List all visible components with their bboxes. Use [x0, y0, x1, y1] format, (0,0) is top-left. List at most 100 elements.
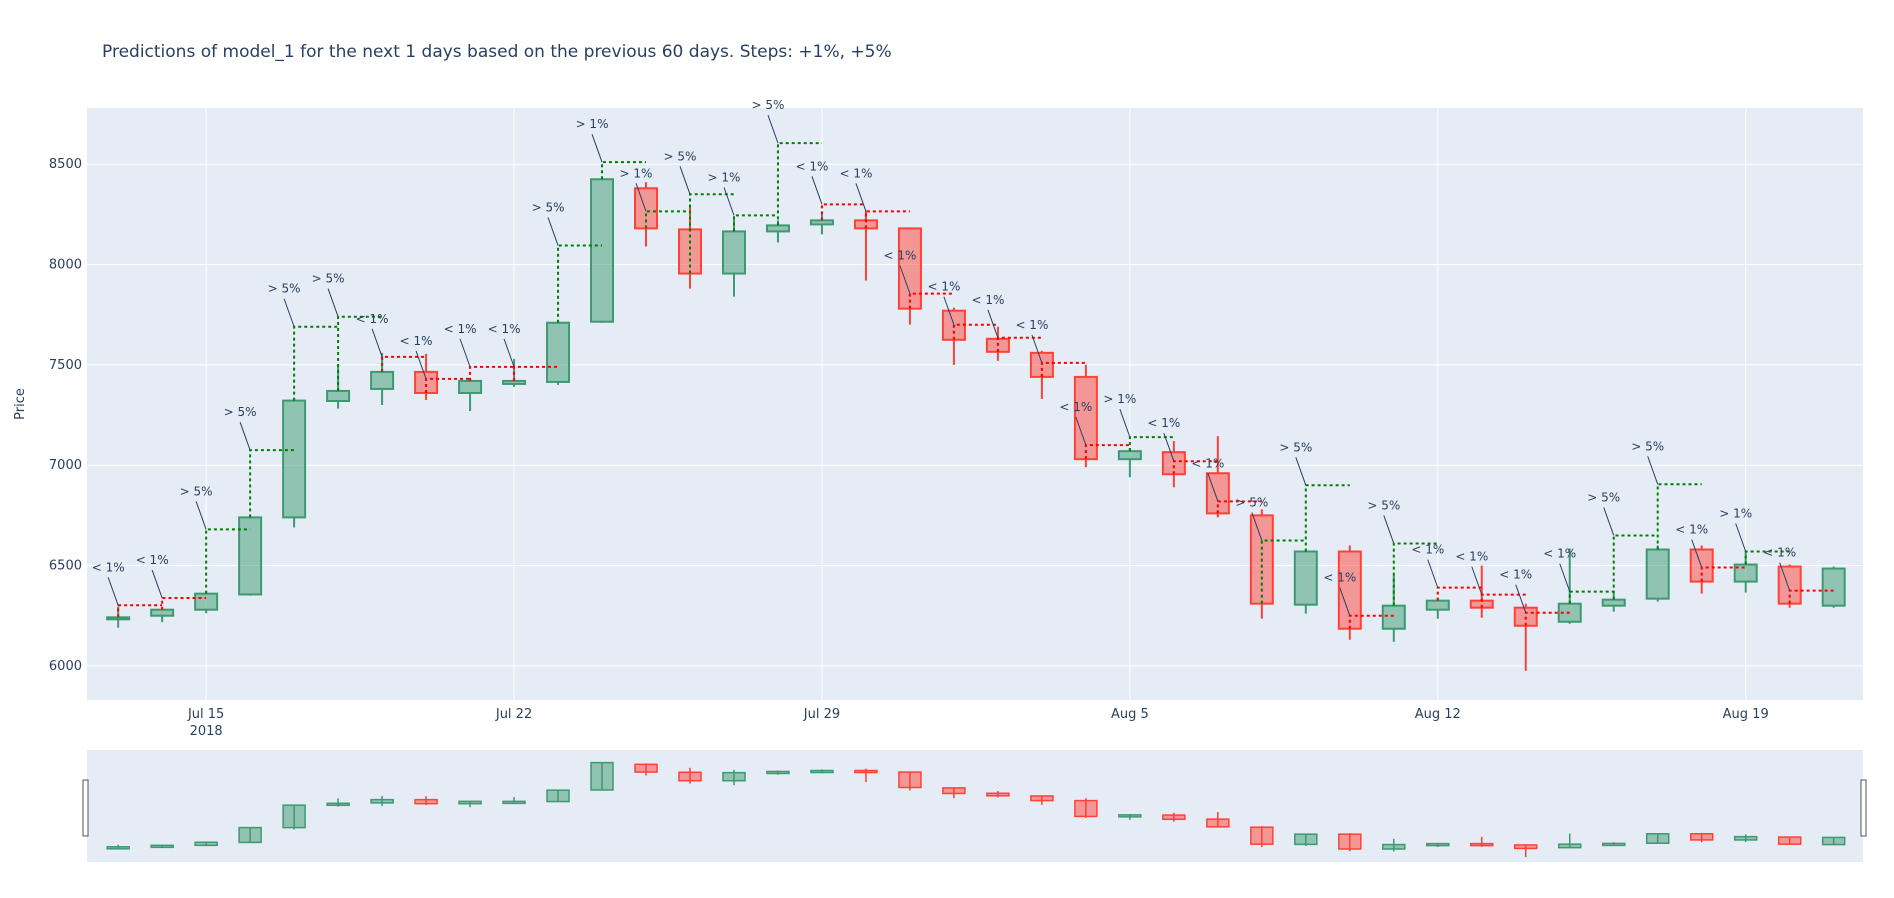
annotation-label: < 1% — [1191, 456, 1224, 470]
annotation-label: > 5% — [1587, 490, 1620, 504]
range-slider-left-handle[interactable] — [82, 779, 89, 837]
range-slider-right-handle[interactable] — [1860, 779, 1867, 837]
mini-candle — [942, 787, 966, 799]
mini-candle-body — [1821, 836, 1846, 846]
mini-candle — [106, 844, 130, 850]
mini-candle-body — [1118, 814, 1142, 818]
mini-candle-body — [1645, 833, 1670, 844]
annotation-label: > 5% — [532, 200, 565, 214]
mini-candle — [1250, 826, 1274, 848]
prediction-line — [557, 244, 603, 323]
mini-candle — [1030, 795, 1054, 805]
y-tick-label: 7000 — [49, 458, 82, 473]
annotation-arrow — [679, 166, 691, 195]
annotation-arrow — [1075, 416, 1087, 446]
annotation-arrow — [1207, 473, 1219, 502]
x-tick-sublabel: 2018 — [190, 724, 223, 739]
candle-decreasing — [1337, 545, 1362, 640]
candle-body — [150, 608, 175, 617]
mini-candle-body — [854, 769, 878, 774]
y-tick-label: 6500 — [49, 559, 82, 574]
annotation-arrow — [1471, 566, 1483, 595]
candle-body — [458, 379, 483, 394]
mini-candle — [898, 771, 922, 791]
annotation-label: > 5% — [180, 484, 213, 498]
annotation-arrow — [943, 296, 955, 325]
candles — [106, 177, 1846, 671]
annotation-label: > 1% — [576, 117, 609, 131]
mini-candle-body — [194, 841, 218, 847]
x-tick-label: Aug 19 — [1723, 707, 1769, 722]
mini-candle-body — [1338, 833, 1362, 850]
annotation-arrow — [1603, 507, 1615, 536]
candle-body — [1689, 548, 1714, 583]
annotation-label: < 1% — [136, 553, 169, 567]
mini-candle — [194, 841, 218, 847]
annotation-label: < 1% — [356, 312, 389, 326]
candle-body — [1337, 550, 1362, 630]
prediction-line — [1260, 539, 1306, 604]
annotation-arrow — [1559, 563, 1571, 592]
annotation-label: > 5% — [664, 149, 697, 163]
mini-candle — [854, 768, 878, 783]
mini-candle — [1426, 842, 1450, 848]
mini-candle — [238, 826, 262, 844]
candle-body — [1777, 565, 1802, 605]
annotation-label: < 1% — [444, 322, 477, 336]
candle-body — [546, 321, 571, 383]
candle-body — [1117, 450, 1142, 461]
mini-candle-body — [722, 771, 746, 782]
mini-candle — [634, 763, 658, 776]
annotation-label: < 1% — [1499, 568, 1532, 582]
candle-body — [414, 370, 439, 394]
candle-increasing — [194, 591, 219, 614]
annotation-arrow — [635, 183, 647, 212]
annotation-label: > 5% — [1279, 440, 1312, 454]
chart-title: Predictions of model_1 for the next 1 da… — [102, 42, 892, 62]
mini-candle-body — [898, 771, 922, 789]
mini-candle-body — [1426, 842, 1450, 847]
annotation-label: < 1% — [1675, 523, 1708, 537]
candle-body — [1381, 604, 1406, 630]
annotation-label: < 1% — [1015, 318, 1048, 332]
mini-candle — [766, 770, 790, 775]
mini-candle — [502, 797, 526, 805]
candle-body — [106, 616, 131, 621]
annotation-arrow — [1251, 512, 1263, 541]
annotation-label: < 1% — [1323, 571, 1356, 585]
mini-candle-body — [1601, 842, 1626, 847]
candle-increasing — [1293, 549, 1318, 614]
annotation-label: < 1% — [400, 334, 433, 348]
mini-candle-body — [942, 787, 966, 795]
mini-candle-body — [106, 846, 130, 850]
mini-candle-body — [590, 761, 614, 791]
x-tick-label: Jul 22 — [495, 707, 532, 722]
mini-candle — [1338, 833, 1362, 852]
mini-candle-body — [1689, 833, 1714, 841]
annotation-label: < 1% — [488, 322, 521, 336]
annotation-arrow — [1779, 562, 1791, 591]
annotation-label: > 5% — [1367, 498, 1400, 512]
annotation-label: > 5% — [1235, 495, 1268, 509]
candle-increasing — [1645, 545, 1670, 602]
mini-candle — [1733, 834, 1758, 843]
mini-candle-body — [150, 844, 174, 849]
annotation-label: > 1% — [620, 166, 653, 180]
mini-candle-body — [986, 792, 1010, 797]
candle-body — [282, 399, 307, 519]
candle-body — [765, 224, 790, 233]
prediction-annotations: < 1% < 1% > 5% > 5% > 5% > 5% < 1% < 1% < 1% < 1%… — [92, 98, 1796, 616]
mini-candle-body — [1382, 843, 1406, 850]
mini-candle-body — [634, 763, 658, 773]
annotation-arrow — [723, 187, 735, 216]
annotation-arrow — [151, 569, 163, 599]
mini-candle-body — [282, 804, 306, 829]
x-tick-label: Aug 5 — [1111, 707, 1149, 722]
range-slider[interactable] — [87, 750, 1863, 862]
mini-candle-body — [238, 826, 262, 844]
mini-candle — [1162, 812, 1186, 822]
mini-candle — [1514, 844, 1538, 858]
annotation-label: < 1% — [1763, 546, 1796, 560]
annotation-arrow — [767, 114, 779, 144]
annotation-label: < 1% — [883, 249, 916, 263]
